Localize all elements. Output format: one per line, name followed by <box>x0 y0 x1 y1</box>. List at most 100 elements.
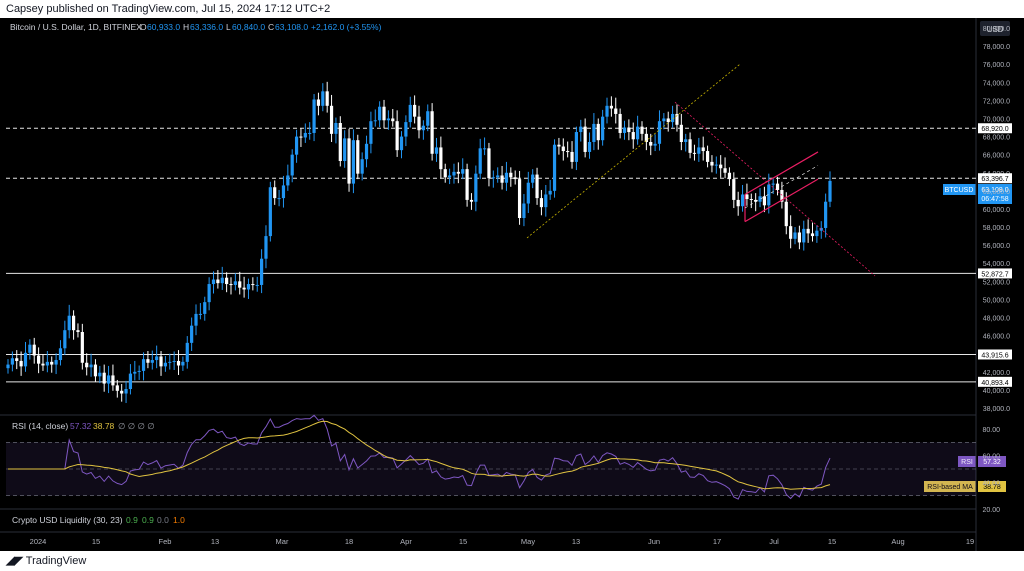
ma-badge-value: 38.78 <box>983 484 1001 491</box>
candle-body <box>618 113 622 133</box>
rsi-value: 57.32 <box>70 421 92 431</box>
candle-body <box>67 315 71 331</box>
candle-body <box>614 108 618 114</box>
candle-body <box>251 284 255 286</box>
candle-body <box>163 362 168 367</box>
candle-body <box>58 348 63 361</box>
last-price-bg <box>978 184 1012 204</box>
candle-body <box>386 118 390 121</box>
candle-body <box>609 105 613 109</box>
ma-badge-label: RSI-based MA <box>927 484 973 491</box>
candle-body <box>592 123 596 142</box>
candle-body <box>220 277 224 284</box>
rsi-tick-label: 20.00 <box>982 507 1000 514</box>
chart-area[interactable]: Bitcoin / U.S. Dollar, 1D, BITFINEX O 60… <box>0 18 1024 551</box>
candle-body <box>45 361 49 366</box>
candle-body <box>461 169 465 174</box>
level-badge <box>978 349 1012 360</box>
candle-body <box>824 201 828 228</box>
candle-body <box>522 203 526 218</box>
candle-body <box>596 123 600 141</box>
price-tick-label: 76,000.0 <box>983 62 1010 69</box>
channel-mid-line <box>744 165 819 209</box>
currency-badge[interactable] <box>980 21 1010 36</box>
candle-body <box>312 99 316 133</box>
candle-body <box>810 233 815 237</box>
candle-body <box>28 344 32 353</box>
candle-body <box>351 140 356 184</box>
candle-body <box>426 111 430 126</box>
candle-body <box>128 373 133 389</box>
candle-body <box>509 172 513 178</box>
candle-body <box>732 179 736 200</box>
level-label: 40,893.4 <box>981 380 1008 387</box>
candle-body <box>714 164 718 166</box>
candle-body <box>657 121 662 144</box>
candle-body <box>395 121 399 151</box>
candle-body <box>264 236 268 259</box>
candle-body <box>408 104 412 123</box>
time-axis-label: 13 <box>572 537 580 546</box>
candle-body <box>474 173 478 202</box>
close-label: C <box>268 22 274 32</box>
candle-body <box>587 142 592 152</box>
time-axis-label: May <box>521 537 535 546</box>
candle-body <box>111 375 115 386</box>
time-axis-label: 15 <box>828 537 836 546</box>
price-tick-label: 62,000.0 <box>983 189 1010 196</box>
candle-body <box>762 196 767 206</box>
candle-body <box>229 284 233 286</box>
candle-body <box>557 144 561 147</box>
candle-body <box>784 201 788 227</box>
time-axis-label: Jun <box>648 537 660 546</box>
candle-body <box>758 196 762 202</box>
candle-body <box>19 360 23 367</box>
candle-body <box>579 126 583 133</box>
candle-body <box>504 172 509 183</box>
price-tick-label: 52,000.0 <box>983 279 1010 286</box>
time-axis-label: 18 <box>345 537 353 546</box>
rsi-tick-label: 80.00 <box>982 427 1000 434</box>
candle-body <box>535 174 539 199</box>
candle-body <box>321 91 325 106</box>
last-price-symbol: BTCUSD <box>945 187 974 194</box>
candle-body <box>797 232 801 243</box>
candle-body <box>102 372 106 384</box>
candle-body <box>294 136 299 155</box>
candle-body <box>780 189 784 202</box>
candle-body <box>141 359 146 371</box>
candle-body <box>203 302 207 314</box>
candle-body <box>561 146 565 152</box>
time-axis-label: Mar <box>276 537 289 546</box>
candle-body <box>448 175 452 178</box>
price-tick-label: 48,000.0 <box>983 316 1010 323</box>
rsi-badge-value-bg <box>978 456 1006 467</box>
rsi-badge-value: 57.32 <box>983 459 1001 466</box>
candle-body <box>207 284 211 303</box>
candle-body <box>63 330 67 349</box>
rsi-ma-value: 38.78 <box>93 421 115 431</box>
candle-body <box>198 313 202 315</box>
candle-body <box>666 118 670 123</box>
time-axis-label: Aug <box>891 537 904 546</box>
candle-body <box>233 281 237 285</box>
candle-body <box>640 126 644 134</box>
candle-body <box>23 352 28 367</box>
ma-badge-value-bg <box>978 481 1006 492</box>
chart-svg[interactable]: Bitcoin / U.S. Dollar, 1D, BITFINEX O 60… <box>0 18 1024 551</box>
price-tick-label: 70,000.0 <box>983 116 1010 123</box>
level-badge <box>978 376 1012 387</box>
candle-body <box>172 360 176 362</box>
candle-body <box>399 136 404 151</box>
candle-body <box>487 148 491 179</box>
candle-body <box>452 171 456 176</box>
candle-body <box>754 199 758 202</box>
candle-body <box>670 113 675 123</box>
candle-body <box>133 371 137 374</box>
rsi-title: RSI (14, close) <box>12 421 68 431</box>
candle-body <box>360 159 364 174</box>
footer-bar: ◢◤ TradingView <box>0 551 1024 571</box>
candle-body <box>548 190 552 195</box>
candle-body <box>574 132 579 162</box>
